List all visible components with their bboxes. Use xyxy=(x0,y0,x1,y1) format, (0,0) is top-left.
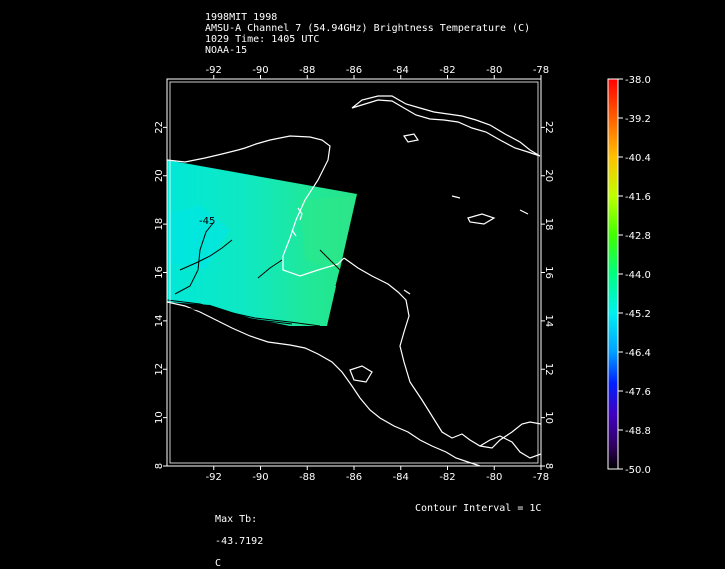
colorbar-label: -40.4 xyxy=(625,153,651,164)
colorbar-labels: -38.0 -39.2 -40.4 -41.6 -42.8 -44.0 -45.2 -46.4… xyxy=(618,75,651,476)
contour-line xyxy=(174,221,215,295)
max-tb-value: -43.7192 xyxy=(215,536,264,547)
lon-tick-label: -86 xyxy=(346,472,362,483)
border-line xyxy=(257,259,283,279)
lat-tick-label: 18 xyxy=(154,218,165,231)
colorbar-label: -41.6 xyxy=(625,192,651,203)
lon-tick-label: -92 xyxy=(206,65,222,76)
coastline-lake xyxy=(349,365,373,383)
lon-tick-label: -84 xyxy=(393,65,409,76)
max-tb-label: Max Tb: xyxy=(215,514,258,525)
colorbar-label: -46.4 xyxy=(625,348,651,359)
coastlines xyxy=(167,95,541,466)
contour-label: -45 xyxy=(199,216,215,227)
contour-lines xyxy=(167,221,341,327)
lat-tick-label: 8 xyxy=(154,463,165,469)
colorbar-label: -42.8 xyxy=(625,231,651,242)
contour-line xyxy=(319,249,341,287)
lon-tick-label: -86 xyxy=(346,65,362,76)
max-tb-readout: Max Tb: -43.7192 C xyxy=(203,503,263,569)
lon-tick-group: -92 -92 -90 -90 -88 -88 -86 -86 -84 -84 -82 -82 -80 -… xyxy=(206,65,550,483)
title-line-1: 1998MIT 1998 xyxy=(205,12,278,23)
border-line xyxy=(179,239,233,271)
lon-tick-label: -92 xyxy=(206,472,222,483)
contour-line xyxy=(169,305,293,325)
lon-tick-label: -88 xyxy=(299,472,315,483)
lat-tick-label: 10 xyxy=(154,411,165,424)
lon-tick-label: -90 xyxy=(252,65,268,76)
title-block: 1998MIT 1998 AMSU-A Channel 7 (54.94GHz)… xyxy=(205,12,530,56)
title-line-4: NOAA-15 xyxy=(205,45,248,56)
lon-tick-label: -84 xyxy=(393,472,409,483)
title-line-3: 1029 Time: 1405 UTC xyxy=(205,34,320,45)
lon-tick-label: -88 xyxy=(299,65,315,76)
lon-tick-label: -80 xyxy=(486,65,502,76)
lon-tick-label: -78 xyxy=(533,65,549,76)
map-frame-inner xyxy=(169,81,539,464)
coastline-panama xyxy=(479,435,541,459)
lat-tick-label: 16 xyxy=(543,266,554,279)
max-tb-unit: C xyxy=(215,558,222,569)
lat-tick-label: 20 xyxy=(154,169,165,182)
coastline-yucatan xyxy=(167,135,345,277)
contour-interval: Contour Interval = 1C xyxy=(415,503,542,514)
coastline-jamaica xyxy=(467,213,496,225)
colorbar-label: -39.2 xyxy=(625,114,651,125)
colorbar-label: -38.0 xyxy=(625,75,651,86)
colorbar xyxy=(607,78,619,470)
title-line-2: AMSU-A Channel 7 (54.94GHz) Brightness T… xyxy=(205,23,531,34)
lon-tick-label: -90 xyxy=(252,472,268,483)
lat-tick-label: 22 xyxy=(154,121,165,134)
lon-tick-label: -80 xyxy=(486,472,502,483)
lat-tick-label: 20 xyxy=(543,169,554,182)
coastline-central-america-east xyxy=(343,257,541,449)
map-area: -45 xyxy=(167,95,541,466)
lon-tick-label: -78 xyxy=(533,472,549,483)
lon-tick-label: -82 xyxy=(439,472,455,483)
colorbar-label: -44.0 xyxy=(625,270,651,281)
border-lines xyxy=(179,239,283,279)
colorbar-label: -47.6 xyxy=(625,387,651,398)
coastline-islands xyxy=(291,195,529,295)
lat-tick-group: 8 8 10 10 12 12 14 14 16 16 18 18 20 20 22 22 xyxy=(154,121,554,469)
map-figure: -45 -92 -92 -90 -90 -88 -88 -86 -86 -84 -84 -82 -82… xyxy=(154,65,651,483)
lat-tick-label: 18 xyxy=(543,218,554,231)
coastline-island xyxy=(403,133,419,143)
colorbar-label: -48.8 xyxy=(625,426,651,437)
contour-line xyxy=(167,299,321,327)
colorbar-label: -50.0 xyxy=(625,465,651,476)
coastline-pacific xyxy=(167,301,481,466)
lat-tick-label: 22 xyxy=(543,121,554,134)
coastline-cuba xyxy=(351,95,541,157)
lat-tick-label: 14 xyxy=(154,315,165,328)
swath-shade-patch xyxy=(300,196,355,270)
lat-tick-label: 14 xyxy=(543,315,554,328)
lon-tick-label: -82 xyxy=(439,65,455,76)
colorbar-label: -45.2 xyxy=(625,309,651,320)
lat-tick-label: 8 xyxy=(543,463,554,469)
lat-tick-label: 10 xyxy=(543,411,554,424)
lat-tick-label: 16 xyxy=(154,266,165,279)
lat-tick-label: 12 xyxy=(154,363,165,376)
lat-tick-label: 12 xyxy=(543,363,554,376)
